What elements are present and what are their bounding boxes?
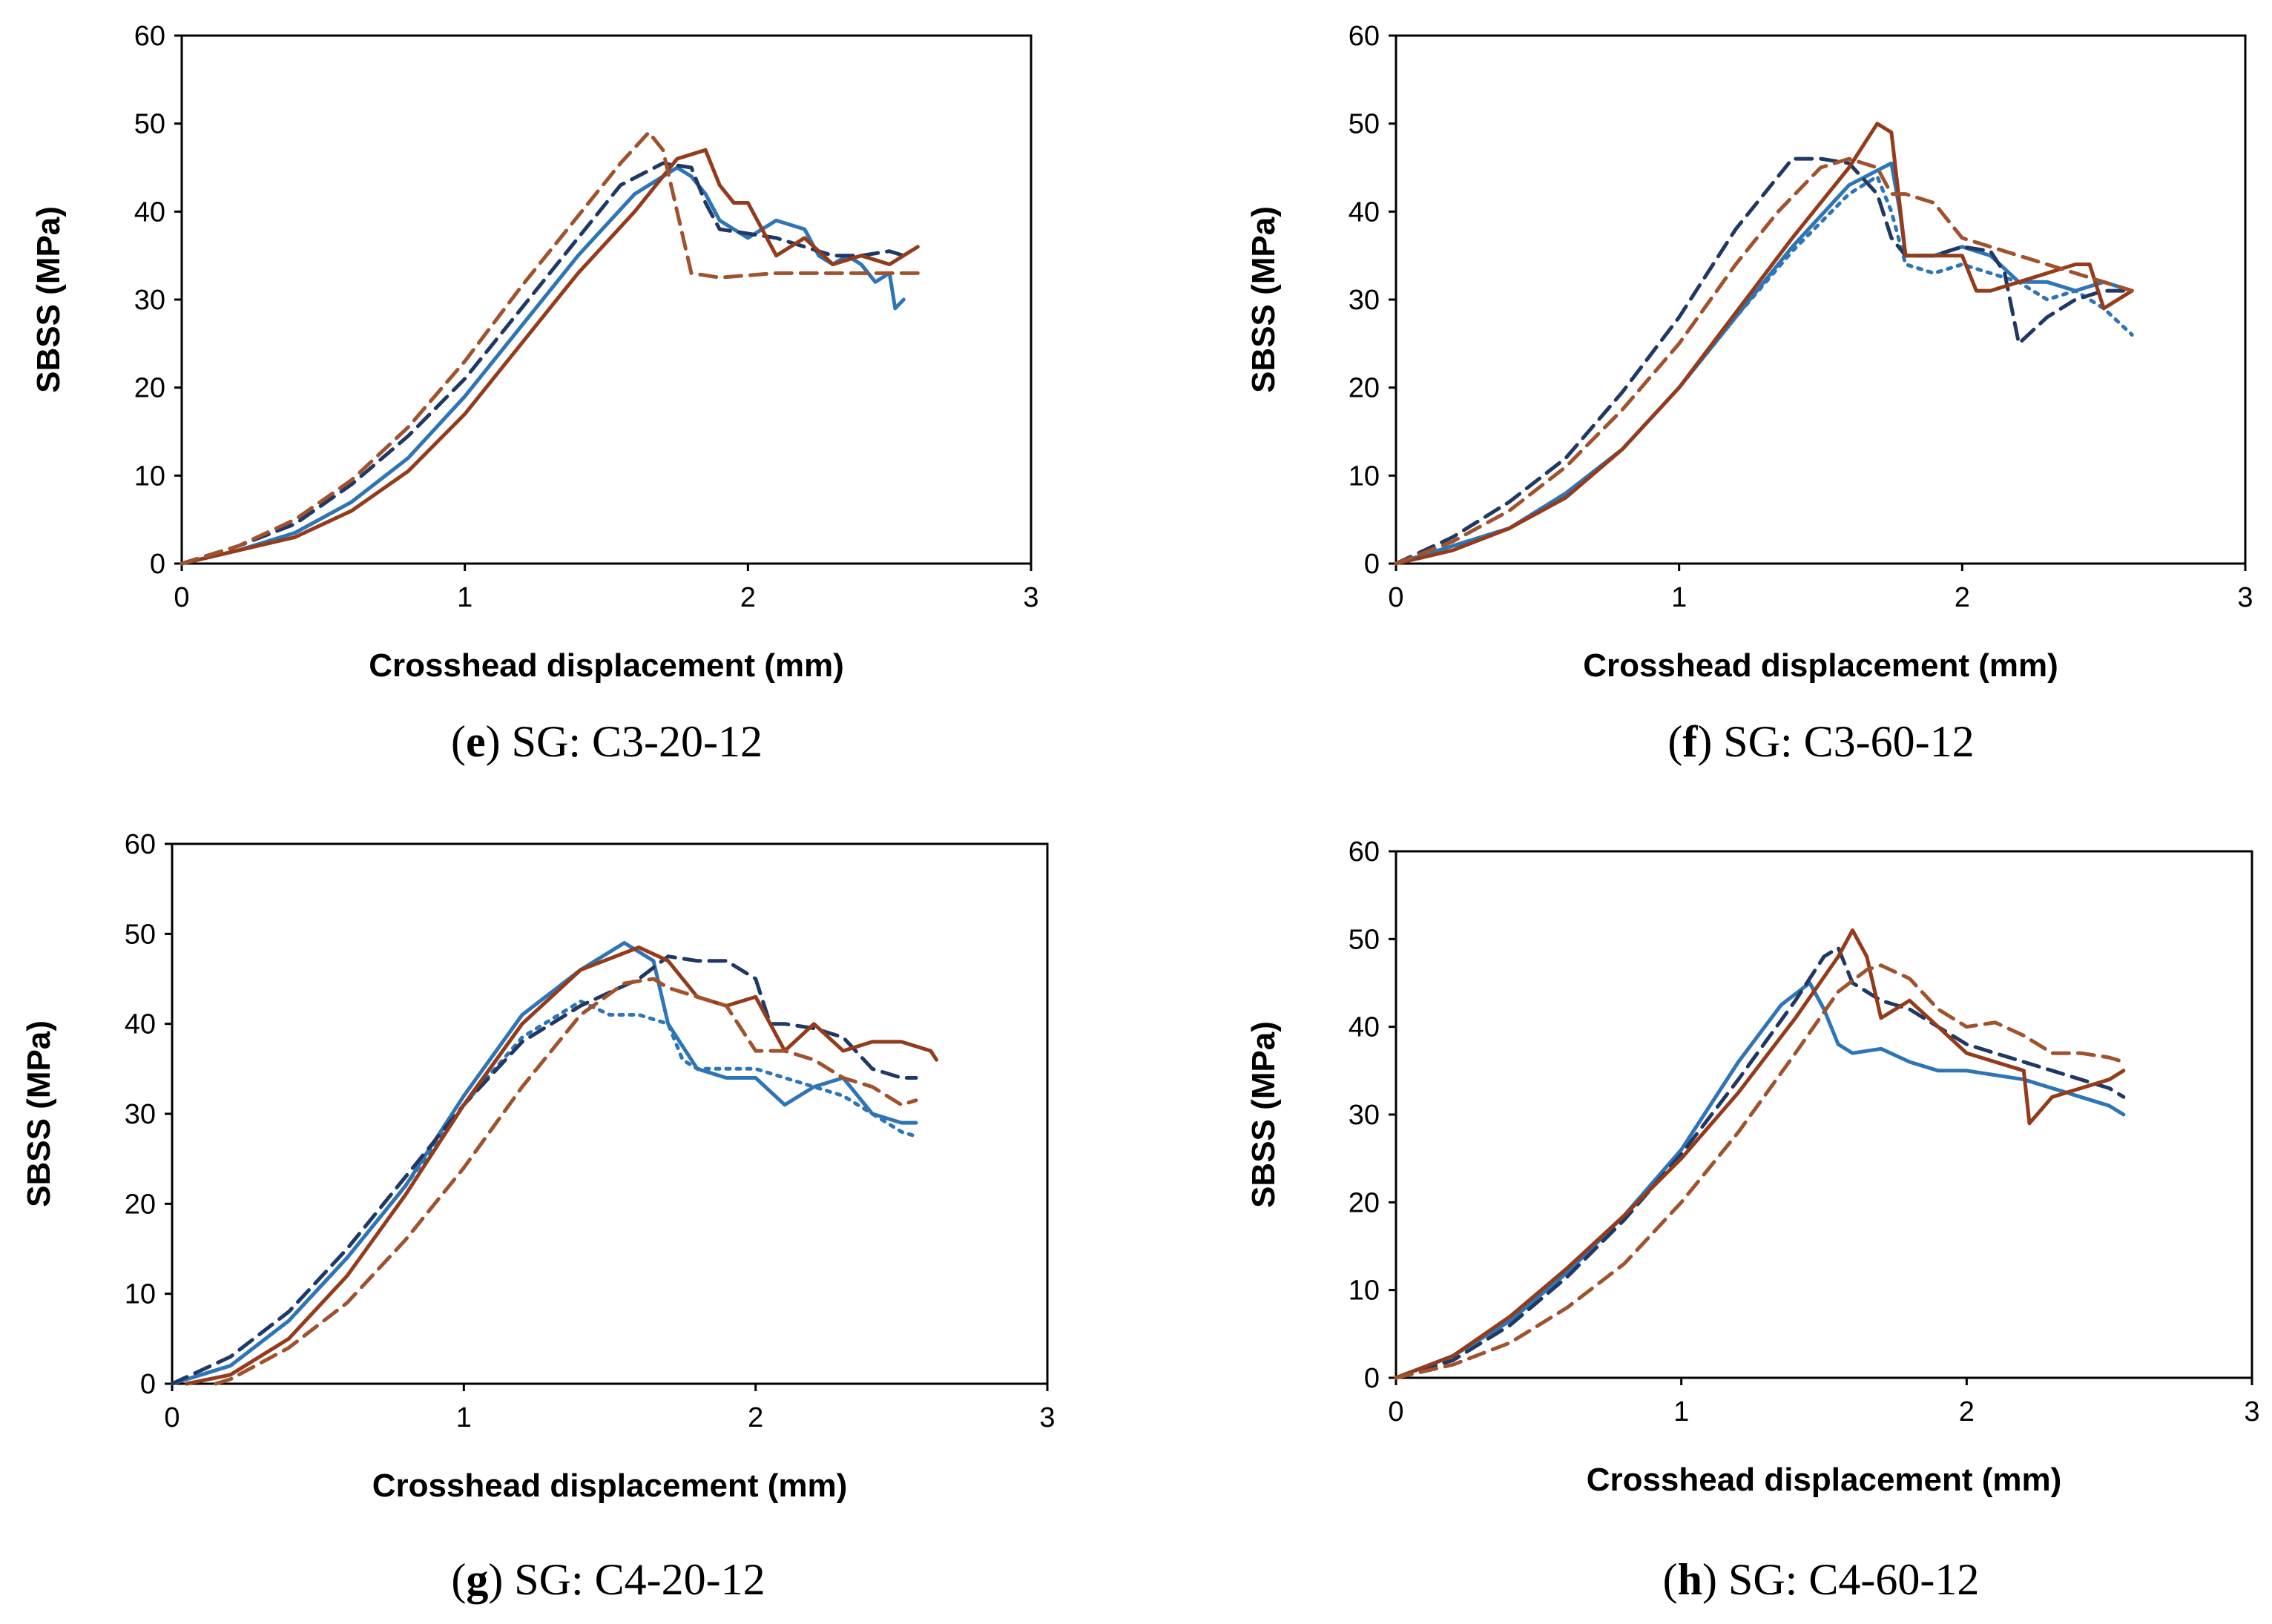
y-tick-label: 0 xyxy=(1364,549,1380,580)
y-tick-label: 10 xyxy=(134,461,165,492)
caption-panel-letter: g xyxy=(466,1555,488,1604)
series-line-specimen-1b xyxy=(170,999,918,1386)
x-tick-label: 3 xyxy=(1023,582,1038,613)
series-line-specimen-4 xyxy=(180,131,920,566)
x-tick-label: 0 xyxy=(1388,1396,1403,1427)
y-tick-label: 50 xyxy=(1349,924,1380,955)
panel-caption: (h) SG: C4-60-12 xyxy=(1663,1555,1980,1604)
y-axis-title: SBSS (MPa) xyxy=(1245,206,1282,393)
caption-panel-letter: f xyxy=(1682,717,1698,766)
y-axis-title: SBSS (MPa) xyxy=(1245,1021,1282,1208)
x-axis-title: Crosshead displacement (mm) xyxy=(372,1468,848,1504)
caption-text: ) SG: C4-60-12 xyxy=(1702,1555,1979,1604)
x-tick-label: 1 xyxy=(1673,1396,1689,1427)
series-line-specimen-2 xyxy=(1394,156,2134,566)
y-tick-label: 60 xyxy=(1349,21,1380,52)
y-tick-label: 0 xyxy=(140,1369,156,1400)
series-line-specimen-4 xyxy=(214,977,918,1386)
caption-text: ) SG: C3-60-12 xyxy=(1697,717,1974,766)
x-tick-label: 0 xyxy=(174,582,189,613)
caption-text: ) SG: C4-20-12 xyxy=(488,1555,765,1604)
y-tick-label: 40 xyxy=(125,1009,156,1040)
y-tick-label: 50 xyxy=(1349,109,1380,140)
y-tick-label: 30 xyxy=(134,285,165,316)
x-tick-label: 0 xyxy=(1388,582,1403,613)
series-line-specimen-3 xyxy=(180,148,920,566)
series-line-specimen-3 xyxy=(1394,928,2126,1380)
y-tick-label: 40 xyxy=(1349,197,1380,228)
y-tick-label: 20 xyxy=(1349,1187,1380,1218)
panel-caption: (g) SG: C4-20-12 xyxy=(451,1555,765,1604)
y-axis-title: SBSS (MPa) xyxy=(21,1020,57,1207)
chart-panel-h: 0 10 20 30 40 50 60 0 1 2 3 Crosshead displacement … xyxy=(1245,836,2260,1604)
x-axis-title: Crosshead displacement (mm) xyxy=(369,647,844,684)
y-tick-label: 0 xyxy=(150,549,165,580)
chart-panel-g: 0 10 20 30 40 50 60 0 1 2 3 Crosshead displacement … xyxy=(21,829,1056,1604)
x-tick-label: 2 xyxy=(748,1402,763,1433)
series-line-specimen-4 xyxy=(1394,963,2126,1380)
y-tick-label: 60 xyxy=(1349,836,1380,868)
x-axis-title: Crosshead displacement (mm) xyxy=(1583,647,2058,684)
x-tick-label: 3 xyxy=(2244,1396,2259,1427)
series-line-specimen-2 xyxy=(170,954,918,1386)
y-tick-label: 60 xyxy=(134,21,165,52)
series-line-specimen-3 xyxy=(185,945,938,1386)
y-tick-label: 40 xyxy=(134,197,165,228)
chart-panel-e: 0 10 20 30 40 50 60 0 1 2 3 Crosshead displacement … xyxy=(30,21,1039,766)
series-line-specimen-3 xyxy=(1394,122,2134,566)
series-line-specimen-2 xyxy=(1394,945,2126,1380)
x-tick-label: 1 xyxy=(456,1402,472,1433)
y-axis-title: SBSS (MPa) xyxy=(30,206,67,393)
panel-caption: (e) SG: C3-20-12 xyxy=(451,717,763,766)
y-tick-label: 10 xyxy=(1349,1275,1380,1307)
y-tick-label: 10 xyxy=(125,1279,156,1310)
caption-open-paren: ( xyxy=(1663,1555,1678,1604)
series-line-specimen-1 xyxy=(180,165,906,566)
x-tick-label: 2 xyxy=(1959,1396,1975,1427)
x-tick-label: 1 xyxy=(1671,582,1687,613)
x-axis-title: Crosshead displacement (mm) xyxy=(1587,1462,2062,1498)
chart-panel-f: 0 10 20 30 40 50 60 0 1 2 3 Crosshead displacement … xyxy=(1245,21,2253,766)
y-tick-label: 20 xyxy=(1349,373,1380,404)
x-tick-label: 2 xyxy=(740,582,756,613)
y-tick-label: 30 xyxy=(1349,1100,1380,1131)
caption-text: ) SG: C3-20-12 xyxy=(486,717,763,766)
x-tick-label: 2 xyxy=(1955,582,1970,613)
y-tick-label: 0 xyxy=(1364,1363,1380,1394)
x-tick-label: 3 xyxy=(2237,582,2253,613)
y-tick-label: 20 xyxy=(125,1189,156,1220)
y-tick-label: 30 xyxy=(1349,285,1380,316)
panel-caption: (f) SG: C3-60-12 xyxy=(1667,717,1974,766)
series-line-specimen-1 xyxy=(170,941,918,1386)
y-tick-label: 50 xyxy=(134,109,165,140)
y-tick-label: 50 xyxy=(125,919,156,950)
caption-open-paren: ( xyxy=(451,717,466,766)
series-line-specimen-4 xyxy=(1394,156,2134,566)
y-tick-label: 20 xyxy=(134,373,165,404)
caption-panel-letter: e xyxy=(466,717,486,766)
series-line-specimen-2 xyxy=(180,161,906,566)
series-line-specimen-1b xyxy=(1394,174,2134,566)
x-tick-label: 0 xyxy=(164,1402,180,1433)
x-tick-label: 1 xyxy=(457,582,472,613)
y-tick-label: 30 xyxy=(125,1099,156,1130)
y-tick-label: 60 xyxy=(125,829,156,860)
caption-panel-letter: h xyxy=(1678,1555,1702,1604)
x-tick-label: 3 xyxy=(1039,1402,1055,1433)
y-tick-label: 40 xyxy=(1349,1012,1380,1043)
caption-open-paren: ( xyxy=(451,1555,466,1604)
caption-open-paren: ( xyxy=(1667,717,1682,766)
y-tick-label: 10 xyxy=(1349,461,1380,492)
